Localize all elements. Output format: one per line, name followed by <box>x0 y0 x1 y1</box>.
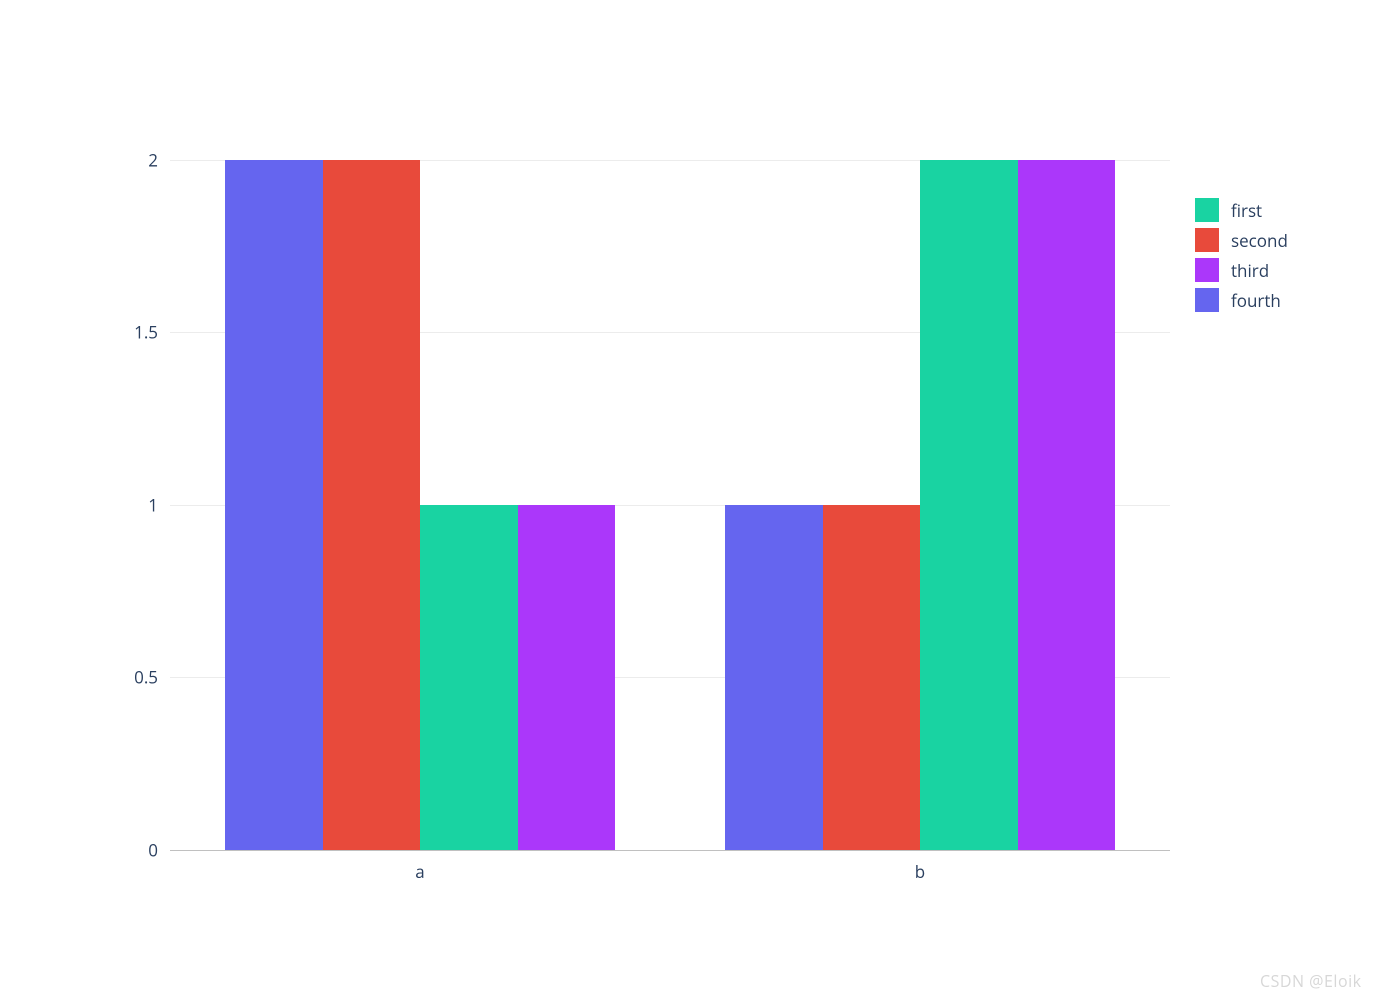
bar-first[interactable] <box>420 505 518 850</box>
legend-label: fourth <box>1231 289 1281 312</box>
bar-third[interactable] <box>1018 160 1116 850</box>
bar-second[interactable] <box>323 160 421 850</box>
bar-third[interactable] <box>518 505 616 850</box>
gridline <box>170 850 1170 851</box>
ytick-label: 2 <box>148 148 170 171</box>
plot-area: 00.511.52ab <box>170 125 1170 850</box>
legend-swatch <box>1195 228 1219 252</box>
legend-item-fourth[interactable]: fourth <box>1195 285 1288 315</box>
legend-label: first <box>1231 199 1262 222</box>
xtick-label: a <box>415 850 424 883</box>
bar-first[interactable] <box>920 160 1018 850</box>
legend-item-second[interactable]: second <box>1195 225 1288 255</box>
ytick-label: 0.5 <box>134 666 170 689</box>
legend-item-third[interactable]: third <box>1195 255 1288 285</box>
legend-label: second <box>1231 229 1288 252</box>
xtick-label: b <box>915 850 925 883</box>
ytick-label: 0 <box>148 839 170 862</box>
bar-fourth[interactable] <box>225 160 323 850</box>
ytick-label: 1 <box>148 493 170 516</box>
bar-second[interactable] <box>823 505 921 850</box>
legend-label: third <box>1231 259 1269 282</box>
legend-swatch <box>1195 198 1219 222</box>
legend-swatch <box>1195 288 1219 312</box>
watermark: CSDN @Eloik <box>1260 970 1362 992</box>
bar-fourth[interactable] <box>725 505 823 850</box>
legend: first second third fourth <box>1195 195 1288 315</box>
legend-item-first[interactable]: first <box>1195 195 1288 225</box>
legend-swatch <box>1195 258 1219 282</box>
ytick-label: 1.5 <box>134 321 170 344</box>
bar-chart: 00.511.52ab firstsecondthirdfourth CSDN … <box>0 0 1400 1000</box>
